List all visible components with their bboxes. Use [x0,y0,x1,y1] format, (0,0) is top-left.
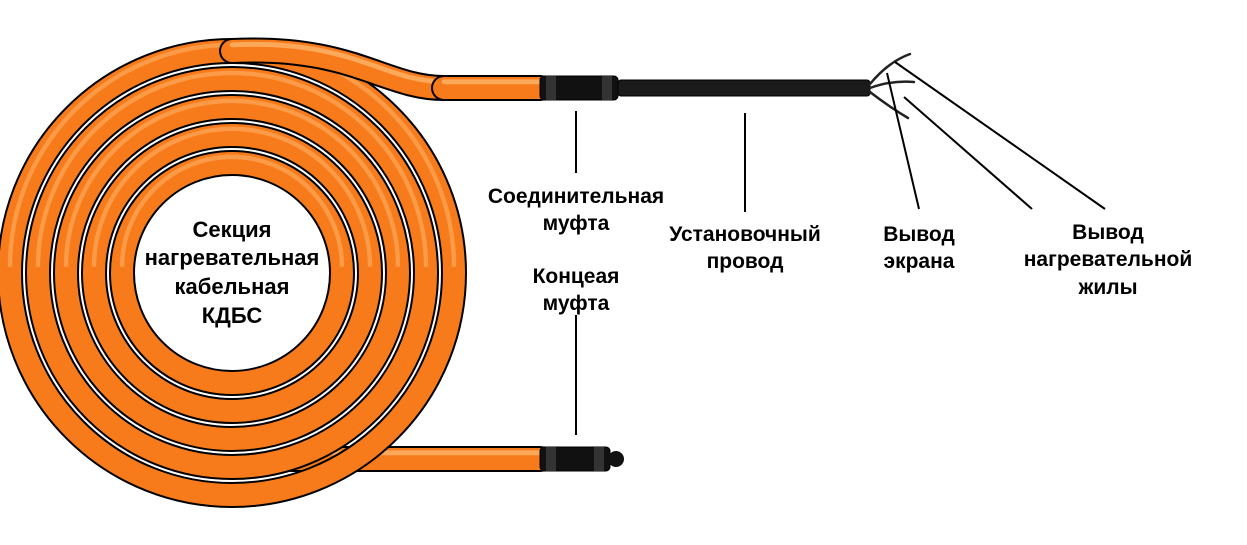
label-end-sleeve: Концеая муфта [533,263,620,318]
label-heater: Вывод нагревательной жилы [1024,219,1193,301]
label-coil: Секция нагревательная кабельная КДБС [145,216,320,330]
label-install: Установочный провод [669,221,821,276]
label-shield: Вывод экрана [883,221,955,276]
label-coupling: Соединительная муфта [488,183,664,238]
